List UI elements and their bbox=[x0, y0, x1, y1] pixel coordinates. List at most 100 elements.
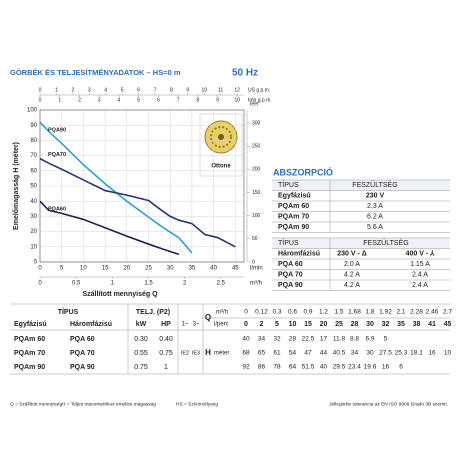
m3h-value: 1.68 bbox=[348, 309, 361, 316]
head-value: 32 bbox=[273, 336, 281, 343]
table-cell: PQA 70 bbox=[278, 272, 303, 279]
ie-label: IE2 bbox=[181, 350, 189, 356]
curve bbox=[39, 200, 180, 256]
head-value: 47 bbox=[304, 350, 312, 357]
lmin-value: 32 bbox=[382, 321, 390, 328]
footer-note: Jellegörbe tolerancia az EN ISO 9906 Gra… bbox=[329, 401, 448, 407]
lmin-value: 2 bbox=[260, 321, 264, 328]
m3h-value: 2.28 bbox=[410, 309, 423, 316]
y-tick-label: 60 bbox=[30, 168, 37, 174]
table-cell: 4.2 A bbox=[344, 272, 360, 279]
m3h-tick-label: 0 bbox=[38, 281, 42, 287]
table-header: 3~ bbox=[193, 322, 200, 328]
table-header: H bbox=[205, 348, 211, 357]
m3h-value: 0 bbox=[244, 309, 248, 316]
table-cell: 0.55 bbox=[134, 350, 148, 357]
m3h-value: 1.2 bbox=[319, 309, 328, 316]
lmin-value: 45 bbox=[444, 321, 452, 328]
top-tick-label: 10 bbox=[201, 87, 207, 93]
lmin-value: 25 bbox=[335, 321, 343, 328]
table-header: méter bbox=[214, 351, 229, 357]
table-cell: 0.40 bbox=[159, 336, 173, 343]
table-cell: 0.30 bbox=[134, 336, 148, 343]
head-value: 86 bbox=[258, 364, 266, 371]
lmin-value: 38 bbox=[413, 321, 421, 328]
head-value: 34 bbox=[258, 336, 266, 343]
x-tick-label: 45 bbox=[232, 266, 239, 272]
y2-unit: feet bbox=[250, 101, 259, 107]
table-subheader: Egyfázisú bbox=[278, 193, 311, 200]
m3h-unit: m³/h bbox=[250, 281, 262, 287]
top-tick-label: 5 bbox=[137, 97, 140, 103]
table-header-bg bbox=[272, 238, 450, 249]
head-value: 23.4 bbox=[348, 364, 361, 371]
table-cell: 6.2 A bbox=[367, 214, 383, 221]
curve-label: PQA90 bbox=[48, 128, 66, 134]
head-value: 22.5 bbox=[302, 336, 315, 343]
m3h-tick-label: 1 bbox=[111, 281, 115, 287]
top-tick-label: 2 bbox=[71, 87, 74, 93]
table-header: Egyfázisú bbox=[14, 321, 47, 328]
m3h-tick-label: 2 bbox=[183, 281, 187, 287]
table-header-bg bbox=[272, 180, 450, 191]
lmin-value: 35 bbox=[397, 321, 405, 328]
top-tick-label: 3 bbox=[88, 87, 91, 93]
head-value: 27.5 bbox=[379, 350, 392, 357]
head-value: 5 bbox=[384, 336, 388, 343]
top-tick-label: 0 bbox=[39, 97, 42, 103]
top-tick-label: 4 bbox=[118, 97, 121, 103]
head-value: 17 bbox=[320, 336, 328, 343]
y-tick-label: 30 bbox=[30, 214, 37, 220]
table-cell: PQAm 60 bbox=[14, 336, 45, 343]
table-cell: PQA 60 bbox=[70, 336, 95, 343]
table-header: 1~ bbox=[182, 322, 189, 328]
top-tick-label: 6 bbox=[157, 97, 160, 103]
y-tick-label: 20 bbox=[30, 229, 37, 235]
head-value: 10 bbox=[444, 350, 452, 357]
head-value: 92 bbox=[242, 364, 250, 371]
lmin-value: 5 bbox=[275, 321, 279, 328]
y-tick-label: 40 bbox=[30, 199, 37, 205]
x-tick-label: 10 bbox=[80, 266, 87, 272]
m3h-tick-label: 0.5 bbox=[72, 281, 81, 287]
table-subheader: Háromfázisú bbox=[278, 251, 320, 258]
table-header: TÍPUS bbox=[58, 307, 79, 316]
table-cell: PQA 70 bbox=[70, 350, 95, 357]
lmin-value: 30 bbox=[366, 321, 374, 328]
y2-tick-label: 50 bbox=[252, 236, 258, 242]
head-value: 18.1 bbox=[410, 350, 423, 357]
head-value: 29.5 bbox=[333, 364, 346, 371]
footer-legend: Q = Szállított mennyiség bbox=[10, 401, 62, 407]
top-tick-label: 7 bbox=[177, 97, 180, 103]
frequency: 50 Hz bbox=[232, 68, 258, 79]
head-value: 54 bbox=[289, 350, 297, 357]
top-tick-label: 0 bbox=[39, 87, 42, 93]
head-value: 34 bbox=[351, 350, 359, 357]
x-tick-label: 15 bbox=[102, 266, 109, 272]
top-axis-unit: US g.p.m. bbox=[248, 87, 270, 93]
table-cell: 0.75 bbox=[159, 350, 173, 357]
table-cell: 0.75 bbox=[134, 364, 148, 371]
y2-tick-label: 250 bbox=[252, 143, 261, 149]
curve-label: PQA60 bbox=[48, 207, 66, 213]
lmin-value: 10 bbox=[289, 321, 297, 328]
table-cell: 4.2 A bbox=[344, 282, 360, 289]
y2-tick-label: 150 bbox=[252, 190, 261, 196]
table-header: TELJ. (P2) bbox=[136, 309, 170, 316]
table-header: Q bbox=[205, 313, 211, 322]
impeller-vanes bbox=[210, 126, 232, 148]
head-value: 16 bbox=[428, 350, 436, 357]
head-value: 40 bbox=[320, 364, 328, 371]
plot-frame bbox=[39, 109, 245, 263]
head-value: 64 bbox=[289, 364, 297, 371]
m3h-value: 2.7 bbox=[443, 309, 452, 316]
x-tick-label: 0 bbox=[38, 266, 42, 272]
table-header: l/perc bbox=[214, 322, 229, 328]
top-tick-label: 2 bbox=[78, 97, 81, 103]
lmin-value: 28 bbox=[351, 321, 359, 328]
table-cell: PQAm 90 bbox=[278, 224, 309, 231]
y-tick-label: 100 bbox=[27, 108, 38, 114]
curve-label: PQA70 bbox=[48, 152, 66, 158]
top-tick-label: 12 bbox=[234, 87, 240, 93]
